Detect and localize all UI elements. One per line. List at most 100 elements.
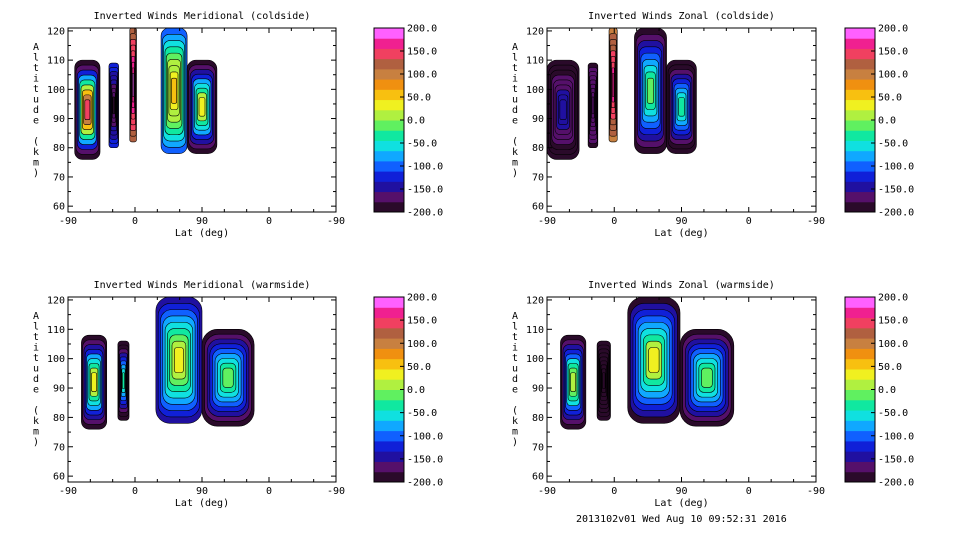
x-axis-label: Lat (deg) (654, 228, 708, 239)
colorbar-swatch (845, 89, 875, 101)
colorbar-swatch (374, 307, 404, 319)
chart-title: Inverted Winds Zonal (coldside) (588, 11, 775, 22)
y-tick-label: 110 (47, 325, 65, 336)
y-tick-label: 110 (47, 56, 65, 67)
colorbar-swatch (845, 348, 875, 360)
colorbar-tick-label: 150.0 (878, 47, 908, 58)
chart-panel-2: Inverted Winds Zonal (coldside) -90 0 90 0 -9… (512, 11, 914, 239)
y-tick-label: 90 (532, 384, 544, 395)
colorbar-tick-label: -100.0 (878, 431, 914, 442)
colorbar-swatch (374, 150, 404, 162)
colorbar-swatch (374, 461, 404, 473)
colorbar-swatch (374, 68, 404, 80)
contour-band (91, 372, 97, 392)
y-tick-label: 70 (53, 172, 65, 183)
colorbar-swatch (374, 191, 404, 203)
colorbar-tick-label: -50.0 (407, 139, 437, 150)
colorbar-swatch (845, 317, 875, 329)
contour-region (155, 296, 203, 424)
y-tick-label: 100 (526, 354, 544, 365)
contour-region (108, 62, 119, 149)
colorbar-tick-label: -200.0 (878, 208, 914, 219)
colorbar-tick-label: 50.0 (407, 93, 431, 104)
contour-band (612, 73, 615, 97)
colorbar-swatch (845, 99, 875, 111)
x-tick-label: 0 (266, 216, 272, 227)
y-tick-label: 90 (53, 114, 65, 125)
contour-region (608, 27, 618, 143)
y-tick-label: 70 (532, 442, 544, 453)
colorbar-swatch (374, 389, 404, 401)
colorbar-swatch (845, 451, 875, 462)
colorbar-swatch (845, 307, 875, 319)
colorbar-tick-label: -200.0 (407, 478, 443, 489)
colorbar-swatch (845, 48, 875, 60)
colorbar-tick-label: 0.0 (407, 116, 425, 127)
contour-region (634, 27, 667, 154)
colorbar-tick-label: -150.0 (407, 454, 443, 465)
colorbar-swatch (845, 140, 875, 152)
colorbar-tick-label: -50.0 (878, 139, 908, 150)
colorbar-tick-label: 200.0 (878, 293, 908, 304)
colorbar-swatch (845, 28, 875, 39)
contour-region (666, 59, 697, 154)
colorbar-swatch (845, 471, 875, 483)
y-tick-label: 120 (47, 26, 65, 37)
contour-region (587, 62, 599, 149)
colorbar-swatch (845, 327, 875, 339)
y-tick-label: 110 (526, 325, 544, 336)
colorbar-tick-label: -50.0 (407, 408, 437, 419)
colorbar-tick-label: 100.0 (878, 70, 908, 81)
contour-band (174, 347, 184, 374)
colorbar-tick-label: -150.0 (407, 185, 443, 196)
contour-region (546, 59, 580, 160)
contour-band (198, 97, 206, 117)
colorbar-tick-label: 150.0 (407, 47, 437, 58)
colorbar-swatch (374, 440, 404, 452)
colorbar-swatch (374, 297, 404, 308)
colorbar-swatch (374, 451, 404, 462)
footer-timestamp: 2013102v01 Wed Aug 10 09:52:31 2016 (576, 514, 787, 525)
colorbar-swatch (374, 379, 404, 390)
colorbar-swatch (374, 317, 404, 329)
colorbar: 200.0 150.0 100.0 50.0 0.0 -50.0 -100.0 -150.0 -… (844, 24, 914, 219)
colorbar: 200.0 150.0 100.0 50.0 0.0 -50.0 -100.0 -150.0 -… (373, 293, 443, 489)
colorbar-swatch (845, 171, 875, 182)
contour-region (560, 334, 587, 430)
colorbar-swatch (374, 28, 404, 39)
colorbar-tick-label: -200.0 (878, 478, 914, 489)
colorbar-swatch (374, 160, 404, 172)
colorbar-swatch (374, 48, 404, 60)
y-tick-label: 60 (532, 202, 544, 213)
y-tick-label: 100 (47, 354, 65, 365)
x-tick-label: -90 (807, 216, 825, 227)
y-tick-label: 60 (532, 472, 544, 483)
chart-panel-4: Inverted Winds Zonal (warmside) -90 0 90 0 -9… (512, 280, 914, 509)
colorbar-tick-label: -200.0 (407, 208, 443, 219)
colorbar-swatch (374, 99, 404, 111)
contour-band (701, 367, 713, 388)
colorbar-tick-label: 0.0 (407, 385, 425, 396)
colorbar-swatch (374, 79, 404, 90)
colorbar-swatch (374, 109, 404, 121)
y-tick-label: 80 (53, 413, 65, 424)
colorbar: 200.0 150.0 100.0 50.0 0.0 -50.0 -100.0 -150.0 -… (844, 293, 914, 489)
contour-region (160, 27, 188, 154)
y-tick-label: 100 (47, 85, 65, 96)
colorbar-tick-label: 100.0 (407, 339, 437, 350)
colorbar-swatch (374, 348, 404, 360)
colorbar-tick-label: -150.0 (878, 185, 914, 196)
colorbar-swatch (845, 79, 875, 90)
contour-region (117, 340, 130, 421)
colorbar-tick-label: 200.0 (407, 293, 437, 304)
x-axis-label: Lat (deg) (175, 498, 229, 509)
colorbar-tick-label: 50.0 (407, 362, 431, 373)
colorbar-swatch (845, 338, 875, 349)
contour-region (186, 59, 218, 154)
colorbar-swatch (374, 58, 404, 70)
colorbar-tick-label: -150.0 (878, 454, 914, 465)
x-tick-label: 0 (746, 486, 752, 497)
y-tick-label: 60 (53, 472, 65, 483)
